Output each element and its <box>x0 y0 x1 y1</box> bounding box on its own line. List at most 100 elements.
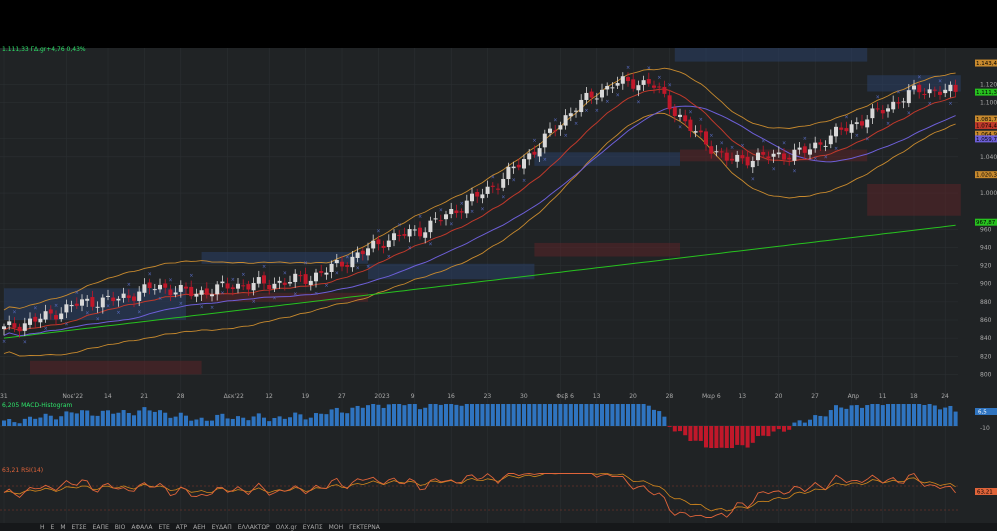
price-tick-label: 840 <box>980 335 992 342</box>
macd-bar <box>80 410 84 426</box>
candle-body <box>849 124 854 133</box>
toolbar-item[interactable]: Η <box>40 523 45 531</box>
macd-bar <box>636 404 641 426</box>
macd-bar <box>657 411 662 426</box>
macd-bar <box>558 404 563 426</box>
macd-label: 6,205 MACD-Histogram <box>2 402 73 409</box>
sar-mark: × <box>75 290 79 296</box>
price-tick-label: 960 <box>980 226 992 233</box>
macd-bar <box>397 404 402 426</box>
macd-bar <box>678 426 682 432</box>
candle-body <box>277 280 282 283</box>
price-badge <box>975 122 997 130</box>
candle-body <box>735 154 740 162</box>
chart-area[interactable]: × × × × × × × × × × × × × × × × × × × × × × × × × × × × × × × × × × × × × × × ×… <box>0 48 997 531</box>
sar-mark: × <box>657 75 661 81</box>
toolbar-item[interactable]: ΕΥΑΠΣ <box>302 523 323 531</box>
candle-body <box>407 229 412 237</box>
price-badge <box>975 171 997 179</box>
sar-mark: × <box>324 283 328 289</box>
toolbar-item[interactable]: ΕΤΣΕ <box>71 523 87 531</box>
sar-mark: × <box>543 157 547 163</box>
toolbar-item[interactable]: ΒΙΟ <box>114 523 126 531</box>
sar-mark: × <box>64 322 68 328</box>
candle-body <box>662 86 667 94</box>
toolbar-item[interactable]: ΟΛΧ.gr <box>275 523 297 531</box>
macd-bar <box>906 404 911 426</box>
macd-bar <box>917 404 922 426</box>
toolbar-item[interactable]: ΑΦΑΛΑ <box>131 523 153 531</box>
macd-bar <box>142 407 147 426</box>
toolbar-item[interactable]: Μ <box>60 523 66 531</box>
macd-bar <box>662 416 667 426</box>
toolbar-item[interactable]: ΕΛΛΑΚΤΩΡ <box>237 523 270 531</box>
sar-mark: × <box>387 254 391 260</box>
toolbar-item[interactable]: ΕΤΕ <box>158 523 170 531</box>
macd-bar <box>626 404 630 426</box>
macd-bar <box>922 404 927 426</box>
macd-bar <box>693 426 698 441</box>
rsi-badge-label: 63,21 <box>977 490 993 496</box>
candle-body <box>854 122 859 124</box>
candle-body <box>761 152 766 155</box>
date-tick-label: Μαρ 6 <box>702 393 721 400</box>
macd-bar <box>392 404 396 426</box>
candle-body <box>834 126 838 137</box>
macd-bar <box>875 404 880 426</box>
candle-body <box>714 151 719 153</box>
candle-body <box>615 83 620 86</box>
toolbar-item[interactable]: ΜΟΗ <box>328 523 344 531</box>
toolbar-item[interactable]: ΓΕΚΤΕΡΝΑ <box>349 523 380 531</box>
toolbar-item[interactable]: ΕΥΔΑΠ <box>211 523 232 531</box>
macd-bar <box>28 416 32 426</box>
date-tick-label: 13 <box>738 393 746 400</box>
macd-bar <box>147 410 152 426</box>
macd-bar <box>241 417 246 426</box>
date-tick-label: 19 <box>302 393 310 400</box>
date-tick-label: 30 <box>520 393 528 400</box>
candle-body <box>813 142 818 149</box>
candle-body <box>776 152 781 155</box>
candle-body <box>719 151 724 153</box>
macd-bar <box>194 419 199 426</box>
sar-mark: × <box>137 309 141 315</box>
candle-body <box>178 284 183 292</box>
macd-bar <box>537 404 542 426</box>
macd-bar <box>574 404 578 426</box>
macd-bar <box>620 404 625 426</box>
macd-bar <box>54 419 58 426</box>
toolbar-item[interactable]: ΑΕΗ <box>193 523 206 531</box>
sar-mark: × <box>813 156 817 162</box>
macd-bar <box>106 410 110 426</box>
macd-bar <box>412 404 417 426</box>
chart-svg[interactable]: × × × × × × × × × × × × × × × × × × × × × × × × × × × × × × × × × × × × × × × ×… <box>0 48 997 523</box>
bollinger-lower-line <box>3 112 956 357</box>
macd-bar <box>204 420 209 426</box>
candle-body <box>116 298 121 301</box>
candle-body <box>147 282 152 289</box>
macd-bar <box>74 413 79 426</box>
toolbar-item[interactable]: Ε <box>50 523 55 531</box>
macd-bar <box>454 404 459 426</box>
macd-bar <box>594 404 599 426</box>
candle-body <box>579 99 584 113</box>
macd-bar <box>184 415 188 426</box>
candle-body <box>204 288 209 295</box>
candle-body <box>589 91 594 98</box>
macd-bar <box>324 414 329 426</box>
sar-mark: × <box>834 146 838 152</box>
sar-mark: × <box>345 255 349 261</box>
macd-bar <box>563 404 568 426</box>
price-tick-label: 900 <box>980 281 992 288</box>
macd-bar <box>522 404 526 426</box>
toolbar-item[interactable]: ΑΤΡ <box>175 523 188 531</box>
date-tick-label: 31 <box>0 393 8 400</box>
macd-bar <box>761 426 766 436</box>
price-tick-label: 800 <box>980 371 992 378</box>
candle-body <box>667 95 672 110</box>
candle-body <box>657 86 662 88</box>
macd-bar <box>470 404 474 426</box>
date-tick-label: Φεβ 6 <box>556 393 574 400</box>
toolbar-item[interactable]: ΕΑΠΕ <box>92 523 109 531</box>
candle-body <box>220 281 225 284</box>
